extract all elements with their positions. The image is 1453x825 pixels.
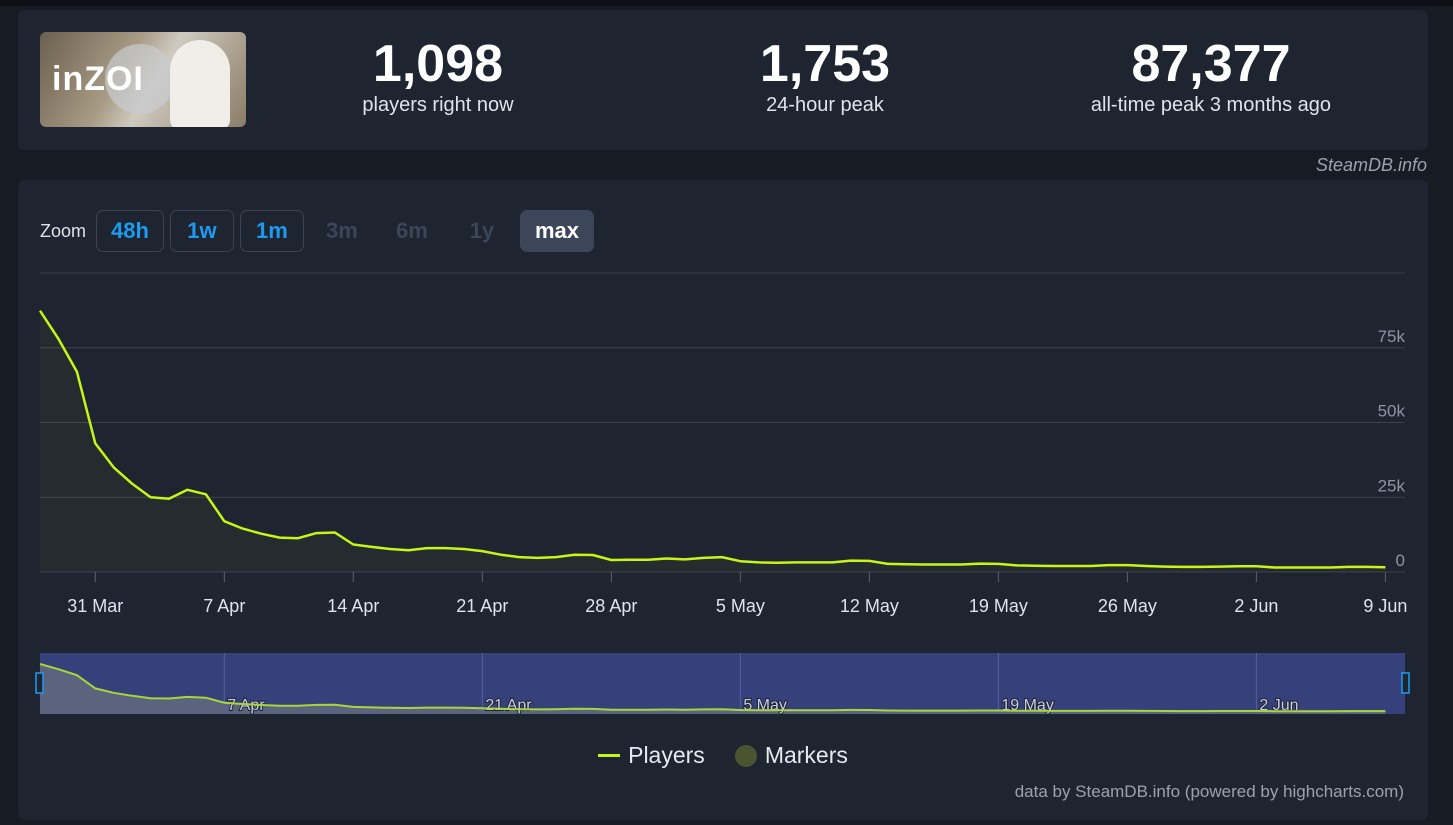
legend-markers[interactable]: Markers xyxy=(734,742,848,769)
x-tick-label: 5 May xyxy=(716,596,765,616)
players-area xyxy=(40,310,1386,572)
stat-all-time-peak: 87,377 all-time peak 3 months ago xyxy=(1061,36,1361,117)
zoom-selector: Zoom 48h 1w 1m 3m 6m 1y max xyxy=(40,210,594,252)
zoom-max-button[interactable]: max xyxy=(519,210,594,252)
legend-players-label: Players xyxy=(628,742,705,768)
x-tick-label: 7 Apr xyxy=(203,596,245,616)
legend-players[interactable]: Players xyxy=(598,742,705,769)
players-line xyxy=(38,310,1386,569)
zoom-label: Zoom xyxy=(40,220,87,241)
navigator-selection xyxy=(40,653,1405,714)
highcharts-credit[interactable]: data by SteamDB.info (powered by highcha… xyxy=(1014,782,1404,801)
zoom-1m-button[interactable]: 1m xyxy=(239,210,304,252)
x-tick-label: 26 May xyxy=(1098,596,1157,616)
x-tick-label: 9 Jun xyxy=(1363,596,1407,616)
steamdb-credit[interactable]: SteamDB.info xyxy=(1315,155,1427,175)
y-tick-label: 50k xyxy=(1378,402,1406,421)
navigator-right-handle[interactable] xyxy=(1401,672,1410,694)
logo-cat xyxy=(170,40,230,127)
navigator-left-handle[interactable] xyxy=(35,672,44,694)
zoom-3m-button: 3m xyxy=(326,218,358,243)
navigator-tick-label: 5 May xyxy=(743,697,787,714)
zoom-48h-button[interactable]: 48h xyxy=(96,210,164,252)
player-chart[interactable]: 0 25k 50k 75k 31 Mar 7 Apr 14 Apr 21 Apr 28 Apr 5… xyxy=(18,180,1428,740)
game-logo[interactable]: inZOI xyxy=(40,32,246,127)
players-line-icon xyxy=(598,754,621,757)
stat-24h-peak: 1,753 24-hour peak xyxy=(675,36,975,117)
x-tick-label: 19 May xyxy=(969,596,1028,616)
x-tick-label: 21 Apr xyxy=(456,596,508,616)
legend-markers-label: Markers xyxy=(764,742,848,768)
stats-header: inZOI 1,098 players right now 1,753 24-h… xyxy=(18,10,1428,150)
legend: Players Markers xyxy=(18,742,1428,769)
x-tick-label: 14 Apr xyxy=(327,596,379,616)
zoom-1w-button[interactable]: 1w xyxy=(169,210,234,252)
stat-label: players right now xyxy=(362,94,514,116)
navigator-line xyxy=(39,663,1386,713)
navigator-area xyxy=(40,664,1386,714)
x-tick-label: 2 Jun xyxy=(1234,596,1278,616)
markers-dot-icon xyxy=(734,744,757,767)
x-tick-label: 12 May xyxy=(840,596,899,616)
y-tick-label: 75k xyxy=(1378,327,1406,346)
y-tick-label: 25k xyxy=(1378,476,1406,495)
stat-value: 1,753 xyxy=(759,35,891,93)
stat-value: 1,098 xyxy=(372,35,504,93)
zoom-1y-button: 1y xyxy=(469,218,495,243)
stat-label: all-time peak 3 months ago xyxy=(1090,94,1332,116)
logo-text: inZOI xyxy=(52,60,144,98)
x-tick-label: 28 Apr xyxy=(585,596,637,616)
logo-moon xyxy=(105,44,175,114)
stat-current-players: 1,098 players right now xyxy=(288,36,588,117)
y-tick-label: 0 xyxy=(1396,551,1405,570)
stat-label: 24-hour peak xyxy=(766,94,884,116)
chart-panel: Zoom 48h 1w 1m 3m 6m 1y max 0 25k 50k 75k 31… xyxy=(18,180,1428,820)
zoom-6m-button: 6m xyxy=(396,218,428,243)
navigator-tick-label: 7 Apr xyxy=(227,697,265,714)
stat-value: 87,377 xyxy=(1131,35,1291,93)
navigator-tick-label: 21 Apr xyxy=(485,697,532,714)
top-bar xyxy=(0,0,1453,6)
x-tick-label: 31 Mar xyxy=(67,596,123,616)
